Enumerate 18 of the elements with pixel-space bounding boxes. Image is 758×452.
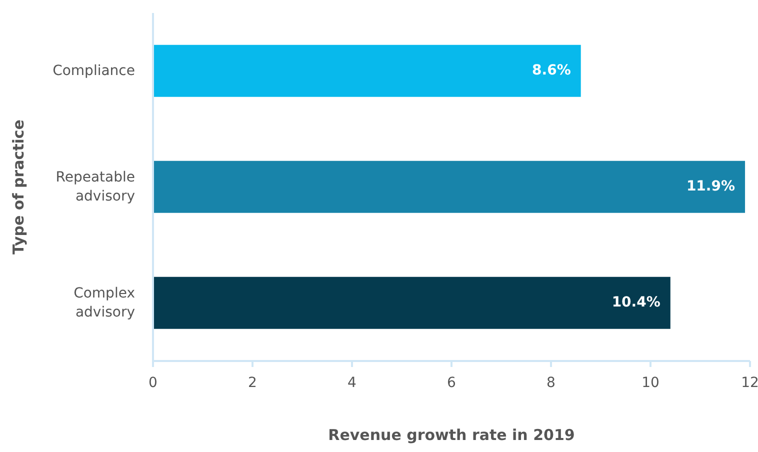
data-label: 8.6% xyxy=(532,62,571,79)
y-tick-label: Compliance xyxy=(52,62,135,79)
x-tick-label: 0 xyxy=(148,374,158,391)
bar xyxy=(153,44,581,97)
x-tick-label: 8 xyxy=(546,374,556,391)
x-tick-label: 4 xyxy=(348,374,357,391)
data-label: 10.4% xyxy=(612,294,660,311)
y-axis-title: Type of practice xyxy=(9,120,28,254)
x-tick-label: 10 xyxy=(642,374,660,391)
y-tick-label: Repeatable advisory xyxy=(56,169,135,204)
bar xyxy=(153,276,670,329)
data-label: 11.9% xyxy=(686,178,736,195)
y-tick-label: Complex advisory xyxy=(74,285,135,320)
x-axis-title: Revenue growth rate in 2019 xyxy=(328,426,575,444)
bar xyxy=(153,160,746,213)
x-tick-label: 6 xyxy=(447,374,456,391)
x-tick-label: 2 xyxy=(248,374,257,391)
x-tick-label: 12 xyxy=(741,374,758,391)
